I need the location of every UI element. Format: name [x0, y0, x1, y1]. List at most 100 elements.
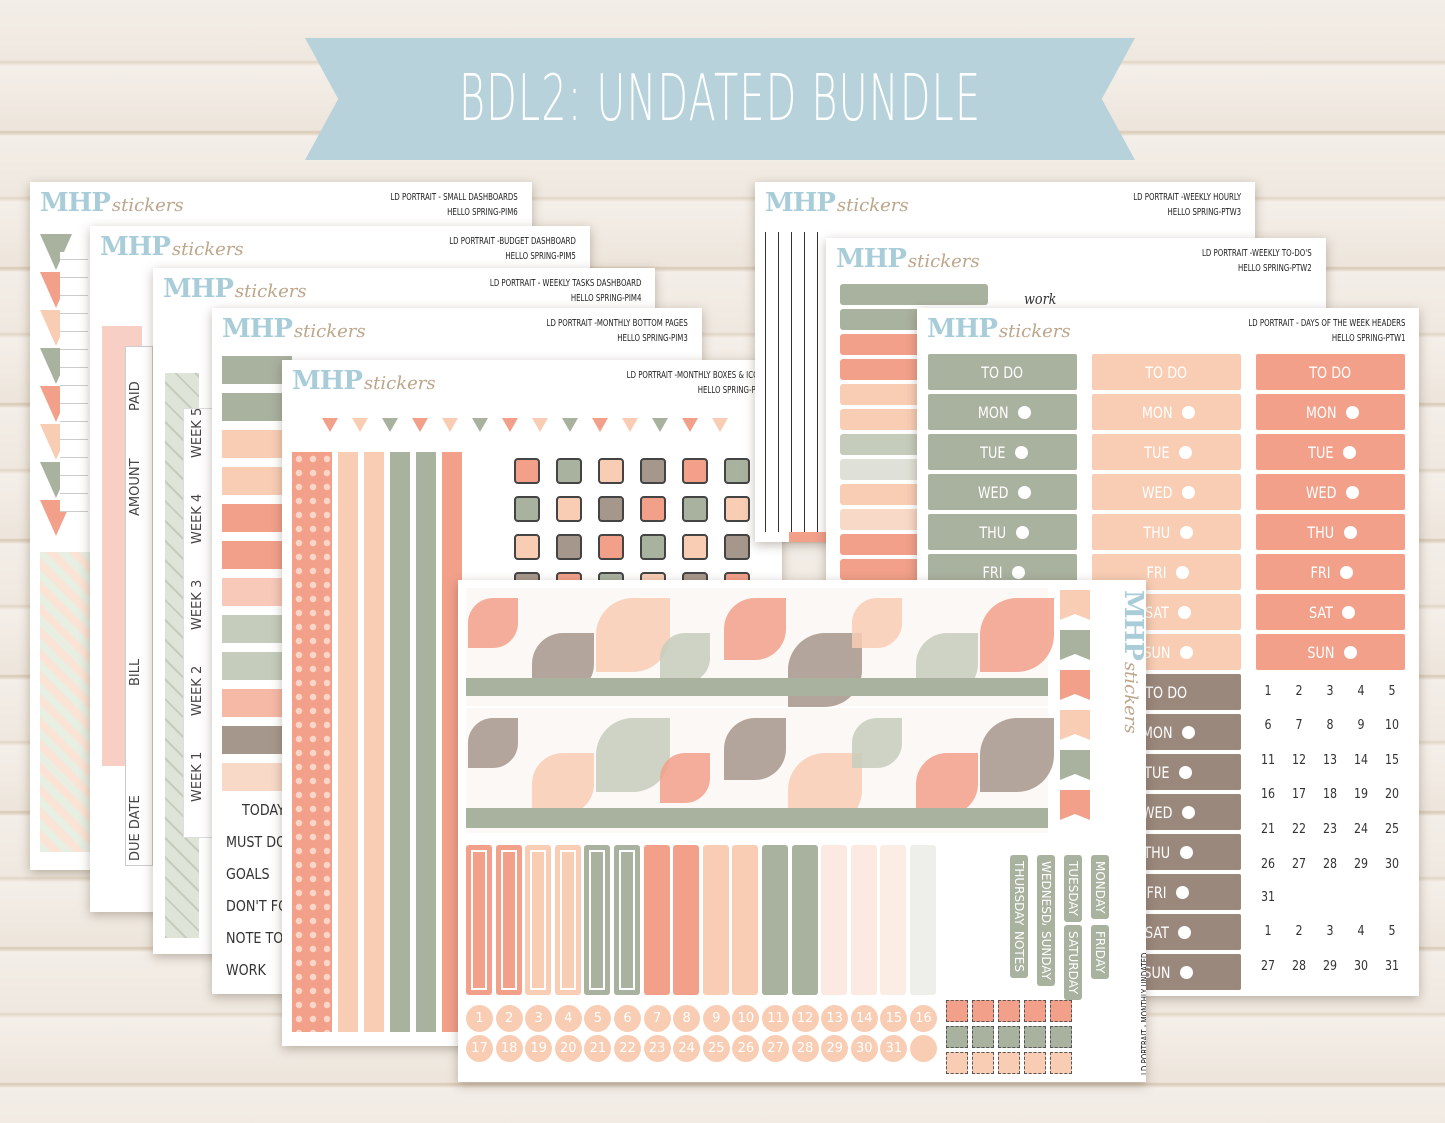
logo-main: MHP	[100, 232, 171, 262]
date-circle: 8	[673, 1005, 701, 1032]
calendar-date: 30	[1353, 959, 1369, 974]
vertical-strip	[910, 845, 936, 995]
tab-sticker	[1060, 790, 1090, 820]
date-circle: 11	[762, 1005, 789, 1032]
week-label: WEEK 2	[190, 665, 205, 716]
bottom-label: MUST DO	[226, 833, 287, 851]
day-header-label: TO DO	[1309, 362, 1352, 382]
calendar-date: 27	[1260, 959, 1276, 974]
pennant	[682, 418, 698, 432]
date-circle: 26	[732, 1035, 760, 1062]
day-header-label: FRI	[1310, 562, 1332, 582]
sheet-code: HELLO SPRING-PTW2	[1238, 263, 1312, 274]
date-circle: 22	[614, 1035, 641, 1062]
calendar-date: 7	[1295, 718, 1303, 733]
tab-sticker	[1060, 750, 1090, 780]
checkbox-sticker	[946, 1000, 968, 1022]
color-block	[222, 356, 292, 384]
vertical-strip	[673, 845, 700, 995]
logo-script: stickers	[111, 195, 184, 216]
checkbox-sticker	[1024, 1026, 1046, 1048]
calendar-date: 12	[1291, 753, 1307, 768]
date-circle: 30	[850, 1035, 878, 1062]
sheet-header: LD PORTRAIT - SMALL DASHBOARDS HELLO SPRI…	[391, 190, 518, 220]
day-header-label: WED	[1141, 482, 1173, 502]
sage-bar	[466, 808, 1048, 828]
sheet-code: HELLO SPRING-PTW1	[1331, 333, 1405, 344]
dot-icon	[1175, 885, 1189, 899]
icon-sticker	[514, 496, 540, 522]
logo-script: stickers	[998, 321, 1071, 342]
logo-script: stickers	[836, 195, 909, 216]
day-header-label: SAT	[1309, 602, 1333, 622]
dot-icon	[1342, 445, 1356, 459]
day-header: TO DO	[1256, 354, 1405, 390]
date-circle: 16	[910, 1005, 937, 1032]
logo-main: MHP	[40, 188, 111, 218]
dot-icon	[1018, 405, 1032, 419]
checkbox-sticker	[1050, 1000, 1072, 1022]
calendar-date: 2	[1295, 684, 1303, 699]
calendar-date: 3	[1326, 684, 1334, 699]
date-circle: 28	[791, 1035, 819, 1062]
dot-icon	[1182, 405, 1196, 419]
icon-sticker	[556, 534, 582, 560]
flower	[660, 753, 710, 803]
logo-script: stickers	[234, 281, 307, 302]
sheet-title: LD PORTRAIT -MONTHLY BOTTOM PAGES	[546, 318, 688, 329]
calendar-date: 27	[1291, 857, 1307, 872]
logo-script: stickers	[293, 321, 366, 342]
date-circle	[910, 1035, 937, 1062]
flower	[852, 718, 902, 768]
sheet-title: LD PORTRAIT - SMALL DASHBOARDS	[390, 192, 518, 203]
vertical-strip	[338, 452, 358, 1032]
logo-main: MHP	[836, 244, 907, 274]
banner-title: BDL2: UNDATED BUNDLE	[458, 62, 982, 136]
sheet-header: LD PORTRAIT -MONTHLY BOTTOM PAGES HELLO S…	[547, 316, 688, 346]
day-header: MON	[928, 394, 1077, 430]
day-header-label: MON	[1305, 402, 1337, 422]
budget-label: AMOUNT	[128, 458, 143, 516]
day-header: TO DO	[1092, 354, 1241, 390]
budget-label: BILL	[128, 658, 143, 686]
date-circle: 15	[880, 1005, 908, 1032]
checkbox-sticker	[1024, 1000, 1046, 1022]
flower	[980, 598, 1054, 672]
sheet-code: HELLO SPRING-PIM4	[570, 293, 641, 304]
calendar-date: 29	[1322, 959, 1338, 974]
dot-icon	[1339, 565, 1353, 579]
block	[789, 532, 829, 542]
logo-main: MHP	[163, 274, 234, 304]
logo-script: stickers	[171, 239, 244, 260]
date-circle: 5	[584, 1005, 612, 1032]
day-header: TUE	[1092, 434, 1241, 470]
pennant	[322, 418, 338, 432]
dot-icon	[1179, 645, 1193, 659]
sheet-header: LD PORTRAIT - MONTHLY UNDATEDHELLO SPRIN…	[1138, 953, 1146, 1075]
dot-icon	[1011, 565, 1025, 579]
color-block	[222, 504, 292, 532]
bottom-label: DON'T FOR	[226, 897, 297, 915]
vertical-strip	[584, 845, 611, 995]
day-header: SUN	[1256, 634, 1405, 670]
calendar-date: 1	[1264, 684, 1272, 699]
day-header: FRI	[1256, 554, 1405, 590]
line	[778, 232, 779, 532]
date-circle: 2	[495, 1005, 523, 1032]
sheet-header: LD PORTRAIT -WEEKLY HOURLY HELLO SPRING-P…	[1133, 190, 1241, 220]
day-header: THU	[1092, 514, 1241, 550]
day-header-label: FRI	[1146, 562, 1168, 582]
day-header: SAT	[1256, 594, 1405, 630]
calendar-date: 5	[1388, 684, 1396, 699]
dot-icon	[1178, 445, 1192, 459]
day-header: WED	[1092, 474, 1241, 510]
calendar-date: 28	[1291, 959, 1307, 974]
todo-block	[840, 284, 988, 305]
vertical-strip	[525, 845, 552, 995]
calendar-date: 24	[1353, 822, 1369, 837]
day-header-label: THU	[1143, 522, 1171, 542]
sheet-header: LD PORTRAIT -MONTHLY BOXES & ICONS HELLO …	[626, 368, 768, 398]
checkbox-sticker	[998, 1026, 1020, 1048]
